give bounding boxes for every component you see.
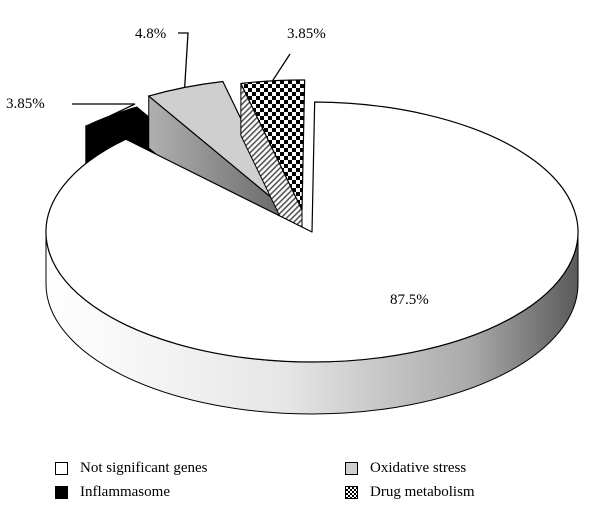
data-label-not-significant-genes: 87.5% [390, 292, 429, 308]
data-label-oxidative-stress: 4.8% [135, 26, 166, 42]
legend-swatch-checkerboard [345, 486, 358, 499]
data-label-inflammasome: 3.85% [6, 96, 45, 112]
legend-swatch-grey [345, 462, 358, 475]
legend-item-not-significant-genes: Not significant genes [55, 460, 207, 477]
leader-line-inflammasome [72, 103, 136, 117]
legend-item-drug-metabolism: Drug metabolism [345, 484, 475, 501]
pie-slice-oxidative-stress [148, 80, 285, 209]
legend-item-oxidative-stress: Oxidative stress [345, 460, 466, 477]
leader-line-oxidative-stress [178, 32, 189, 88]
legend-swatch-white [55, 462, 68, 475]
legend-item-inflammasome: Inflammasome [55, 484, 170, 501]
legend-label: Oxidative stress [370, 460, 467, 476]
pie-slice-not-significant-genes [45, 101, 579, 363]
pie-slice-drug-metabolism [240, 79, 306, 211]
legend-label: Drug metabolism [370, 484, 475, 500]
data-label-drug-metabolism: 3.85% [287, 26, 326, 42]
leader-line-drug-metabolism [272, 53, 291, 82]
legend-label: Inflammasome [80, 484, 170, 500]
legend-label: Not significant genes [80, 460, 208, 476]
legend-swatch-black [55, 486, 68, 499]
